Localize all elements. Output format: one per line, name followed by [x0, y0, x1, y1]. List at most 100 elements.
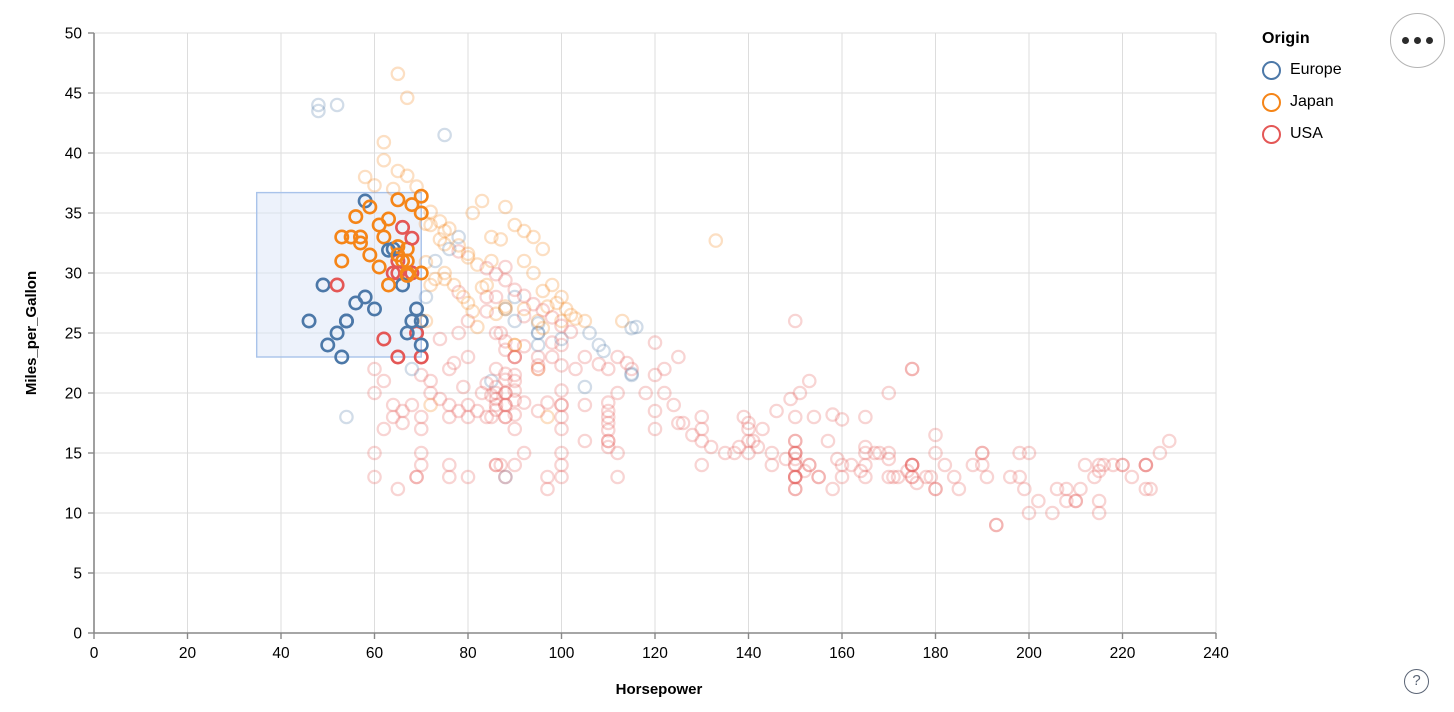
data-point[interactable]	[811, 469, 826, 485]
data-point[interactable]	[516, 338, 532, 354]
data-point[interactable]	[460, 246, 476, 262]
data-point[interactable]	[530, 358, 546, 373]
data-point[interactable]	[904, 361, 920, 377]
data-point[interactable]	[1091, 493, 1107, 509]
data-point[interactable]	[526, 296, 541, 312]
data-point[interactable]	[423, 397, 438, 413]
data-point[interactable]	[413, 265, 429, 281]
data-point[interactable]	[577, 379, 593, 395]
data-point[interactable]	[624, 367, 639, 383]
data-point[interactable]	[1068, 493, 1084, 509]
data-point[interactable]	[549, 295, 565, 311]
data-point[interactable]	[530, 349, 546, 365]
data-point[interactable]	[530, 316, 546, 331]
data-point[interactable]	[390, 239, 406, 255]
data-point[interactable]	[671, 415, 686, 431]
legend-item-japan[interactable]: Japan	[1262, 86, 1342, 118]
data-point[interactable]	[1143, 481, 1158, 497]
data-point[interactable]	[750, 439, 766, 455]
data-point[interactable]	[427, 271, 443, 287]
data-point[interactable]	[834, 412, 850, 427]
data-point[interactable]	[446, 277, 462, 293]
data-point[interactable]	[881, 385, 897, 401]
data-point[interactable]	[488, 289, 504, 305]
data-point[interactable]	[787, 313, 803, 329]
data-point[interactable]	[311, 97, 326, 113]
data-point[interactable]	[563, 324, 579, 340]
data-point[interactable]	[395, 403, 410, 419]
data-point[interactable]	[493, 232, 509, 247]
data-point[interactable]	[498, 299, 513, 314]
data-point[interactable]	[437, 236, 452, 252]
data-point[interactable]	[441, 361, 457, 377]
data-point[interactable]	[1138, 457, 1154, 473]
data-point[interactable]	[783, 391, 798, 407]
data-point[interactable]	[348, 295, 364, 311]
data-point[interactable]	[858, 409, 873, 425]
data-point[interactable]	[418, 313, 434, 329]
data-point[interactable]	[811, 469, 826, 485]
data-point[interactable]	[1049, 481, 1065, 497]
data-point[interactable]	[498, 397, 513, 413]
data-point[interactable]	[1115, 457, 1130, 473]
data-point[interactable]	[1068, 493, 1084, 509]
data-point[interactable]	[498, 409, 513, 425]
data-point[interactable]	[844, 457, 859, 473]
data-point[interactable]	[1021, 445, 1037, 461]
data-point[interactable]	[348, 209, 364, 225]
data-point[interactable]	[881, 445, 897, 461]
data-point[interactable]	[624, 320, 639, 336]
data-point[interactable]	[441, 221, 457, 236]
data-point[interactable]	[540, 481, 555, 497]
data-point[interactable]	[507, 217, 523, 233]
data-point[interactable]	[666, 397, 681, 413]
data-point[interactable]	[614, 313, 630, 329]
data-point[interactable]	[881, 469, 897, 485]
data-point[interactable]	[577, 313, 593, 329]
data-point[interactable]	[717, 445, 733, 461]
data-point[interactable]	[470, 403, 485, 419]
data-point[interactable]	[600, 415, 616, 431]
data-point[interactable]	[320, 337, 336, 353]
data-point[interactable]	[741, 445, 756, 461]
data-point[interactable]	[423, 204, 438, 220]
data-point[interactable]	[596, 343, 611, 359]
data-point[interactable]	[451, 238, 466, 253]
data-point[interactable]	[554, 397, 569, 413]
data-point[interactable]	[694, 433, 710, 449]
data-point[interactable]	[825, 481, 840, 497]
data-point[interactable]	[311, 103, 326, 119]
data-point[interactable]	[974, 457, 990, 473]
data-point[interactable]	[858, 445, 873, 461]
data-point[interactable]	[858, 469, 873, 485]
data-point[interactable]	[423, 277, 438, 293]
data-point[interactable]	[507, 289, 523, 305]
data-point[interactable]	[376, 134, 392, 150]
data-point[interactable]	[647, 335, 663, 350]
data-point[interactable]	[544, 335, 560, 350]
data-point[interactable]	[507, 313, 523, 329]
data-point[interactable]	[638, 385, 653, 401]
data-point[interactable]	[404, 361, 420, 377]
data-point[interactable]	[423, 217, 438, 233]
data-point[interactable]	[367, 385, 382, 401]
data-point[interactable]	[694, 457, 710, 473]
data-point[interactable]	[498, 409, 513, 425]
data-point[interactable]	[352, 229, 368, 245]
data-point[interactable]	[554, 331, 569, 347]
data-point[interactable]	[1017, 481, 1032, 497]
data-point[interactable]	[600, 409, 616, 425]
data-point[interactable]	[516, 288, 532, 304]
data-point[interactable]	[441, 457, 457, 473]
data-point[interactable]	[600, 433, 616, 449]
data-point[interactable]	[904, 457, 920, 473]
data-point[interactable]	[787, 445, 803, 461]
data-point[interactable]	[507, 337, 523, 353]
data-point[interactable]	[928, 427, 943, 443]
data-point[interactable]	[1012, 469, 1027, 485]
data-point[interactable]	[647, 421, 663, 437]
data-point[interactable]	[918, 469, 934, 485]
data-point[interactable]	[745, 433, 761, 449]
data-point[interactable]	[479, 260, 494, 276]
data-point[interactable]	[357, 169, 373, 185]
